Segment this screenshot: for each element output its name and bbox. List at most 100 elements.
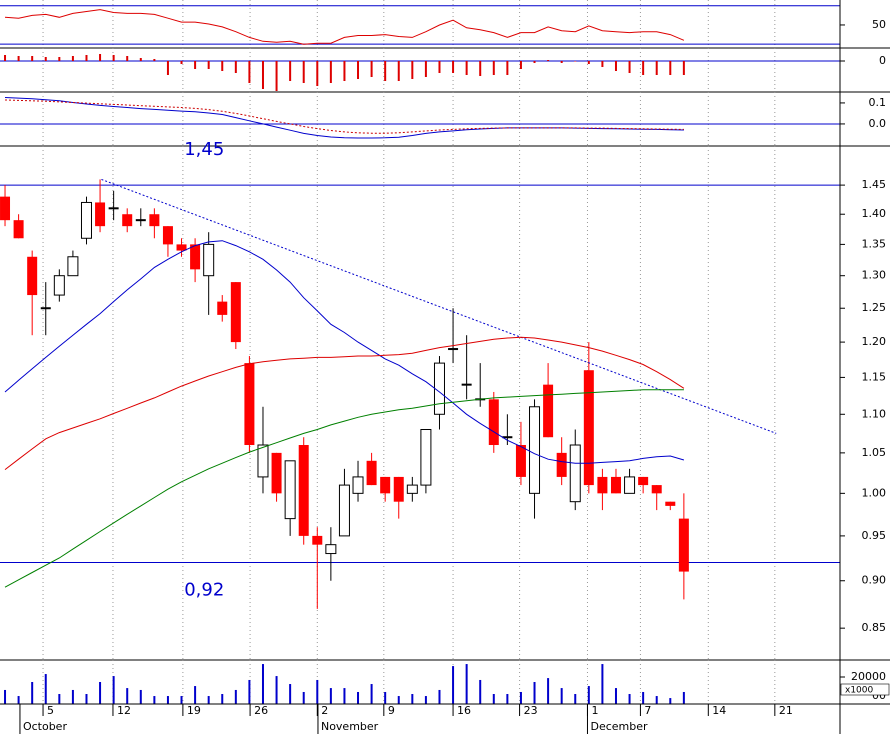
multiplier-box — [840, 683, 890, 696]
bar — [628, 61, 631, 73]
candle-body — [515, 445, 526, 477]
candle-body — [312, 535, 323, 545]
bar — [221, 61, 224, 71]
bar — [153, 59, 156, 61]
bar — [424, 696, 427, 704]
bar — [207, 696, 210, 704]
y-tick-label: 1.30 — [862, 269, 887, 282]
bar — [302, 61, 305, 83]
bar — [452, 61, 455, 73]
x-tick-label: 19 — [187, 704, 201, 717]
bar — [234, 61, 237, 73]
bar — [601, 61, 604, 67]
y-tick-label: 50 — [872, 18, 886, 31]
bar — [574, 61, 577, 62]
bar — [180, 61, 183, 64]
bar — [153, 696, 156, 704]
bar — [275, 61, 278, 91]
bar — [329, 688, 332, 704]
candle-body — [27, 256, 38, 296]
bar — [506, 694, 509, 704]
series-line — [4, 99, 684, 134]
month-label: December — [590, 720, 648, 733]
bar — [139, 689, 142, 704]
bar — [316, 679, 319, 704]
x-tick-label: 7 — [644, 704, 651, 717]
bar — [329, 61, 332, 83]
bar — [194, 61, 197, 69]
bar — [560, 61, 563, 63]
bar — [44, 57, 47, 61]
candle-body — [230, 282, 241, 343]
bar — [669, 698, 672, 704]
series-line — [4, 240, 685, 464]
bar — [275, 676, 278, 704]
candle-body — [352, 476, 364, 494]
candle-body — [433, 362, 445, 415]
y-tick-label: 0.95 — [862, 529, 887, 542]
bar — [58, 57, 61, 61]
bar — [302, 691, 305, 704]
bar — [397, 61, 400, 81]
y-tick-label: 1.10 — [862, 407, 887, 420]
bar — [85, 55, 88, 61]
y-tick-label: 1.20 — [862, 335, 887, 348]
candle-body — [325, 544, 337, 555]
bar — [194, 686, 197, 704]
bar — [384, 691, 387, 704]
x-tick-label: 16 — [457, 704, 471, 717]
bar — [669, 61, 672, 75]
candle-body — [610, 476, 621, 494]
bar — [533, 61, 536, 63]
level-label: 0,92 — [184, 580, 224, 601]
bar — [519, 61, 522, 69]
bar — [261, 664, 264, 704]
bar — [614, 688, 617, 704]
multiplier-label: x1000 — [845, 686, 874, 696]
bar — [44, 674, 47, 704]
candle-body — [162, 226, 173, 245]
bar — [166, 61, 169, 75]
bar — [261, 61, 264, 89]
bar — [438, 61, 441, 73]
bar — [533, 682, 536, 704]
bar — [370, 684, 373, 704]
y-tick-label: 0.85 — [862, 621, 887, 634]
bar — [85, 694, 88, 704]
bar — [126, 688, 129, 704]
bar — [180, 696, 183, 704]
candle-body — [393, 476, 404, 502]
bar — [465, 664, 468, 704]
bar — [397, 696, 400, 704]
bar — [601, 664, 604, 704]
candle-body — [638, 476, 649, 486]
bar — [411, 61, 414, 79]
candle-body — [624, 476, 636, 494]
bar — [574, 694, 577, 704]
bar — [492, 694, 495, 704]
bar — [547, 678, 550, 704]
bar — [112, 55, 115, 61]
candle-body — [569, 444, 581, 503]
y-tick-label: 0.0 — [869, 117, 887, 130]
bar — [31, 682, 34, 704]
bar — [31, 56, 34, 61]
bar — [628, 694, 631, 704]
bar — [139, 58, 142, 61]
bar — [4, 55, 7, 61]
candle-body — [420, 429, 432, 486]
bar — [221, 694, 224, 704]
candle-body — [529, 406, 541, 494]
candle-body — [556, 452, 567, 477]
bar — [587, 686, 590, 704]
candle-body — [338, 484, 350, 537]
bar — [465, 61, 468, 75]
bar — [248, 61, 251, 83]
candle-body — [298, 445, 309, 536]
x-tick-label: 23 — [524, 704, 538, 717]
candle-body — [80, 201, 92, 239]
candle-body — [53, 275, 65, 296]
trend-line — [101, 178, 777, 434]
bar — [411, 694, 414, 704]
bar — [492, 61, 495, 75]
